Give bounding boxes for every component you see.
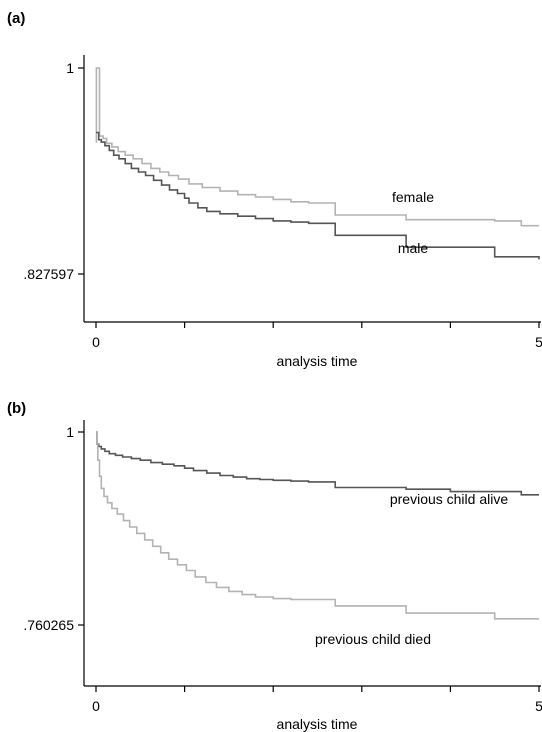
y-tick-label: .827597: [23, 266, 74, 282]
panel-letter: (a): [7, 10, 25, 27]
y-tick-label: 1: [66, 60, 74, 76]
series-label-female: female: [392, 189, 434, 205]
series-label-previous-child-alive: previous child alive: [390, 491, 508, 507]
series-line-female: [95, 67, 539, 227]
y-tick-label: .760265: [23, 617, 74, 633]
chart-panel-a: (a) 1 .827597 0 5 analysis time female male: [7, 10, 542, 369]
series-line-previous-child-alive: [96, 431, 539, 496]
series-line-male: [96, 131, 540, 260]
series-line-previous-child-died: [96, 431, 539, 620]
y-tick-label: 1: [66, 424, 74, 440]
panel-letter: (b): [7, 400, 26, 417]
x-axis-title: analysis time: [277, 716, 358, 732]
series-label-male: male: [398, 240, 429, 256]
x-tick-label: 0: [92, 698, 100, 714]
x-tick-label: 0: [92, 334, 100, 350]
x-axis-title: analysis time: [277, 353, 358, 369]
x-tick-label: 5: [535, 334, 542, 350]
series-label-previous-child-died: previous child died: [315, 631, 431, 647]
chart-panel-b: (b) 1 .760265 0 5 analysis time previous child…: [7, 400, 542, 732]
x-tick-label: 5: [535, 698, 542, 714]
